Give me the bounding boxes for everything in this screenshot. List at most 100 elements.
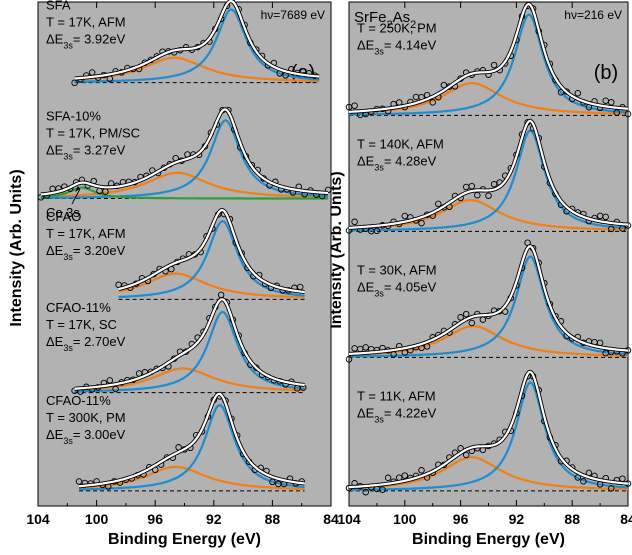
panel-label: (b): [594, 62, 618, 84]
spectrum: CFAO-11% T = 300K, PM ΔE3s= 3.00eV: [46, 391, 305, 492]
x-tick-label: 88: [564, 511, 580, 527]
satellite-peak-curve: [348, 456, 629, 491]
spectrum-label: ΔE3s= 3.27eV: [46, 142, 126, 161]
data-point: [574, 89, 582, 97]
spectrum-label: T = 140K, AFM: [357, 137, 444, 152]
data-point: [580, 478, 587, 485]
panel-background: [348, 1, 629, 507]
data-point: [608, 485, 615, 492]
spectrum-label: ΔE3s= 4.05eV: [357, 280, 437, 299]
data-point: [490, 61, 498, 69]
panel-background: [37, 1, 332, 507]
y-axis-title: Intensity (Arb. Units): [8, 169, 25, 326]
main-peak-curve: [349, 129, 629, 232]
spectrum: T = 250K, PM ΔE3s= 4.14eV: [345, 1, 632, 119]
data-point: [462, 451, 470, 459]
spectrum-label: ΔE3s= 4.14eV: [357, 38, 437, 57]
spectrum-label: T = 30K, AFM: [357, 263, 437, 278]
data-point: [71, 79, 78, 87]
data-point: [624, 110, 632, 118]
photon-energy-label: hν=7689 eV: [261, 8, 325, 22]
data-point: [429, 99, 436, 106]
data-point: [457, 314, 464, 321]
spectrum-label: T = 17K, PM/SC: [46, 125, 140, 140]
satellite-peak-curve: [40, 171, 329, 199]
spectrum: CFAO-11% T = 17K, SC ΔE3s= 2.70eV: [46, 291, 307, 395]
satellite-peak-curve: [118, 272, 305, 299]
x-tick-label: 92: [509, 511, 525, 527]
satellite-peak-curve: [74, 56, 320, 83]
satellite-peak-curve: [74, 367, 305, 392]
data-point: [401, 472, 409, 479]
x-tick-label: 84: [620, 511, 632, 527]
fit-curve: [74, 298, 305, 390]
fit-curve: [40, 108, 329, 196]
x-tick-label: 92: [206, 511, 222, 527]
spectrum: SFA-10% T = 17K, PM/SC ΔE3s= 3.27eV Co 3s: [37, 106, 332, 220]
fit-curve: [349, 244, 629, 355]
data-point: [435, 200, 442, 208]
co3s-arrowhead: [74, 186, 80, 193]
data-point: [351, 218, 358, 226]
main-peak-curve: [78, 404, 305, 491]
spectrum-label: SFA: [46, 0, 71, 13]
data-point: [351, 102, 358, 109]
co3s-label: Co 3s: [46, 205, 80, 220]
co3s-peak-curve: [40, 186, 329, 200]
data-point: [613, 109, 621, 116]
spectrum-label: ΔE3s= 2.70eV: [46, 334, 126, 353]
data-point: [379, 486, 386, 493]
main-peak-curve: [349, 255, 629, 358]
panel-title: SrFe2As2: [354, 9, 416, 31]
x-tick-label: 88: [265, 511, 281, 527]
spectrum: CFAO T = 17K, AFM ΔE3s= 3.20eV: [46, 208, 305, 300]
photon-energy-label: hν=216 eV: [564, 8, 622, 22]
spectrum-label: CFAO-11%: [46, 393, 111, 408]
data-point: [608, 225, 615, 233]
x-axis-title: Binding Energy (eV): [412, 531, 565, 548]
main-peak-curve: [118, 220, 305, 299]
x-tick-label: 96: [453, 511, 469, 527]
x-tick-label: 100: [85, 511, 109, 527]
x-tick-label: 84: [323, 511, 339, 527]
main-peak-curve: [74, 8, 320, 83]
spectrum-label: ΔE3s= 3.92eV: [46, 32, 126, 51]
data-point: [362, 488, 369, 496]
spectrum-label: ΔE3s= 3.20eV: [46, 243, 126, 262]
spectrum: SFA T = 17K, AFM ΔE3s= 3.92eV: [46, 0, 320, 87]
satellite-peak-curve: [78, 465, 305, 491]
data-point: [485, 192, 492, 199]
data-point: [490, 180, 498, 188]
panel-b: 104 100 96 92 88 84 Binding Energy (eV) hν=216 …: [337, 1, 632, 548]
fit-curve: [348, 370, 629, 489]
spectrum: T = 11K, AFM ΔE3s= 4.22eV: [345, 369, 632, 496]
y-axis-title-b: Intensity (Arb. Units): [328, 171, 345, 328]
data-point: [345, 356, 353, 363]
main-peak-curve: [348, 13, 629, 116]
x-tick-label: 96: [147, 511, 163, 527]
spectrum-label: T = 17K, SC: [46, 317, 117, 332]
fit-curve: [78, 392, 305, 488]
fit-curve: [74, 0, 320, 80]
data-point: [384, 474, 392, 482]
spectrum-label: T = 300K, PM: [46, 410, 126, 425]
x-tick-label: 100: [393, 511, 417, 527]
x-axis-title: Binding Energy (eV): [108, 531, 261, 548]
spectrum-label: ΔE3s= 3.00eV: [46, 427, 126, 446]
fit-curve: [118, 208, 305, 294]
co3s-arrow: [71, 188, 81, 205]
main-peak-curve: [40, 119, 329, 199]
data-point: [373, 227, 381, 235]
spectrum: T = 30K, AFM ΔE3s= 4.05eV: [345, 239, 632, 363]
panel-a: 104 100 96 92 88 84 Binding Energy (eV) hν=7689…: [26, 0, 339, 548]
spectrum-label: T = 17K, AFM: [46, 226, 126, 241]
fit-curve: [349, 119, 629, 229]
spectrum-label: SFA-10%: [46, 108, 101, 123]
data-point: [418, 219, 425, 227]
spectrum-label: ΔE3s= 4.22eV: [357, 406, 437, 425]
spectrum-label: ΔE3s= 4.28eV: [357, 154, 437, 173]
spectrum-label: CFAO: [46, 209, 81, 224]
spectrum-label: T = 250K, PM: [357, 21, 437, 36]
spectrum-label: T = 11K, AFM: [357, 389, 436, 404]
